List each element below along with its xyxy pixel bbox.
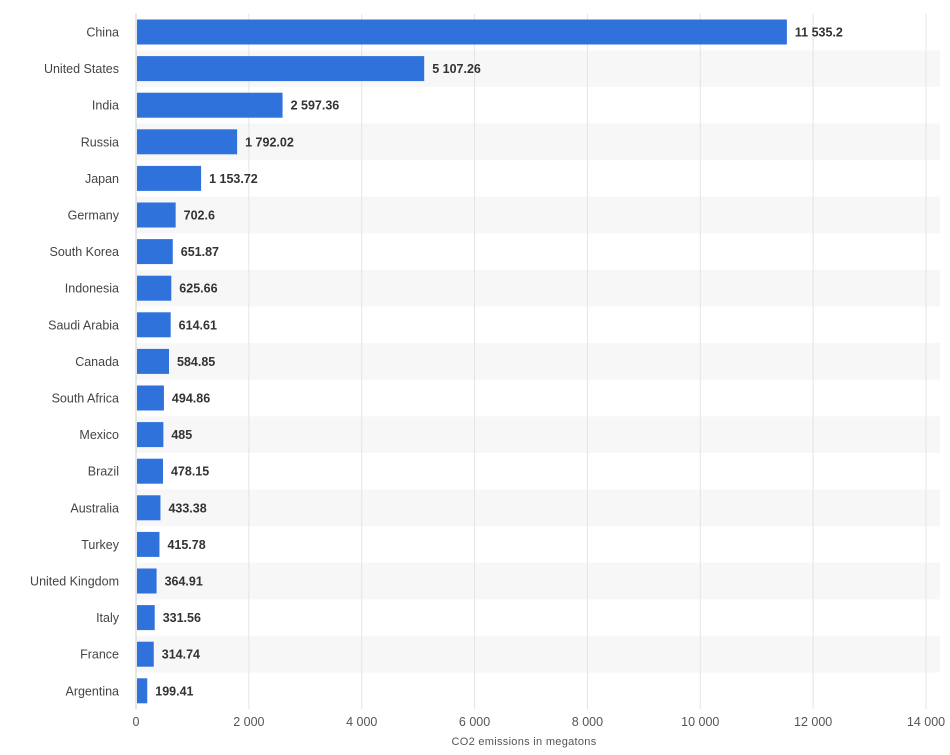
value-label: 433.38: [168, 501, 206, 515]
row-stripe: [136, 196, 940, 234]
value-label: 614.61: [179, 318, 217, 332]
value-label: 1 153.72: [209, 172, 258, 186]
row-stripe: [136, 635, 940, 673]
x-tick-label: 0: [133, 715, 140, 729]
category-label: Canada: [75, 355, 119, 369]
value-label: 584.85: [177, 355, 215, 369]
value-label: 494.86: [172, 392, 210, 406]
category-label: Saudi Arabia: [48, 318, 119, 332]
bar: [137, 19, 787, 45]
category-label: Mexico: [79, 428, 119, 442]
category-label: South Korea: [50, 245, 120, 259]
category-label: United States: [44, 62, 119, 76]
bar: [137, 678, 148, 704]
value-label: 625.66: [179, 282, 217, 296]
category-label: Brazil: [88, 465, 119, 479]
category-label: Indonesia: [65, 282, 119, 296]
value-label: 651.87: [181, 245, 219, 259]
value-label: 1 792.02: [245, 135, 294, 149]
x-tick-label: 12 000: [794, 715, 832, 729]
row-stripes: [136, 50, 940, 673]
value-labels: 11 535.2 5 107.26 2 597.36 1 792.02 1 153.72…: [155, 26, 843, 699]
row-stripe: [136, 343, 940, 380]
value-label: 485: [171, 428, 192, 442]
bar: [137, 56, 425, 82]
value-label: 11 535.2: [795, 26, 843, 40]
value-label: 702.6: [184, 209, 215, 223]
bar: [137, 202, 176, 228]
x-tick-label: 2 000: [233, 715, 264, 729]
category-label: Argentina: [65, 684, 119, 698]
category-label: India: [92, 99, 119, 113]
row-stripe: [136, 123, 940, 161]
bar: [137, 312, 171, 338]
x-tick-label: 14 000: [907, 715, 945, 729]
category-label: Russia: [81, 135, 119, 149]
category-label: United Kingdom: [30, 575, 119, 589]
category-label: Japan: [85, 172, 119, 186]
category-labels: China United States India Russia Japan German…: [30, 26, 120, 699]
bar: [137, 458, 163, 484]
gridlines: [135, 13, 927, 710]
bar: [137, 385, 164, 411]
bar: [137, 129, 238, 155]
row-stripe: [136, 489, 940, 527]
value-label: 331.56: [163, 611, 201, 625]
category-label: China: [86, 26, 119, 40]
value-label: 199.41: [155, 684, 193, 698]
bar: [137, 495, 161, 521]
row-stripe: [136, 416, 940, 453]
value-label: 5 107.26: [432, 62, 481, 76]
category-label: Italy: [96, 611, 120, 625]
bar: [137, 275, 172, 301]
x-tick-label: 4 000: [346, 715, 377, 729]
bar: [137, 165, 202, 191]
bar: [137, 348, 170, 374]
bar: [137, 531, 160, 557]
x-tick-label: 6 000: [459, 715, 490, 729]
category-label: South Africa: [52, 392, 119, 406]
bar: [137, 641, 154, 667]
bar: [137, 239, 173, 265]
category-label: Germany: [68, 209, 120, 223]
row-stripe: [136, 269, 940, 307]
category-label: Australia: [70, 501, 119, 515]
bar: [137, 568, 157, 594]
x-tick-label: 10 000: [681, 715, 719, 729]
x-axis-title: CO2 emissions in megatons: [451, 736, 596, 748]
category-label: France: [80, 648, 119, 662]
value-label: 415.78: [167, 538, 205, 552]
value-label: 2 597.36: [291, 99, 340, 113]
row-stripe: [136, 562, 940, 600]
bars: [137, 19, 787, 704]
x-tick-label: 8 000: [572, 715, 603, 729]
value-label: 364.91: [165, 575, 203, 589]
category-label: Turkey: [81, 538, 119, 552]
bar: [137, 92, 283, 118]
value-label: 314.74: [162, 648, 200, 662]
x-axis-ticks: 0 2 000 4 000 6 000 8 000 10 000 12 000 14 000: [133, 715, 946, 729]
value-label: 478.15: [171, 465, 209, 479]
bar: [137, 605, 155, 631]
bar: [137, 422, 164, 448]
